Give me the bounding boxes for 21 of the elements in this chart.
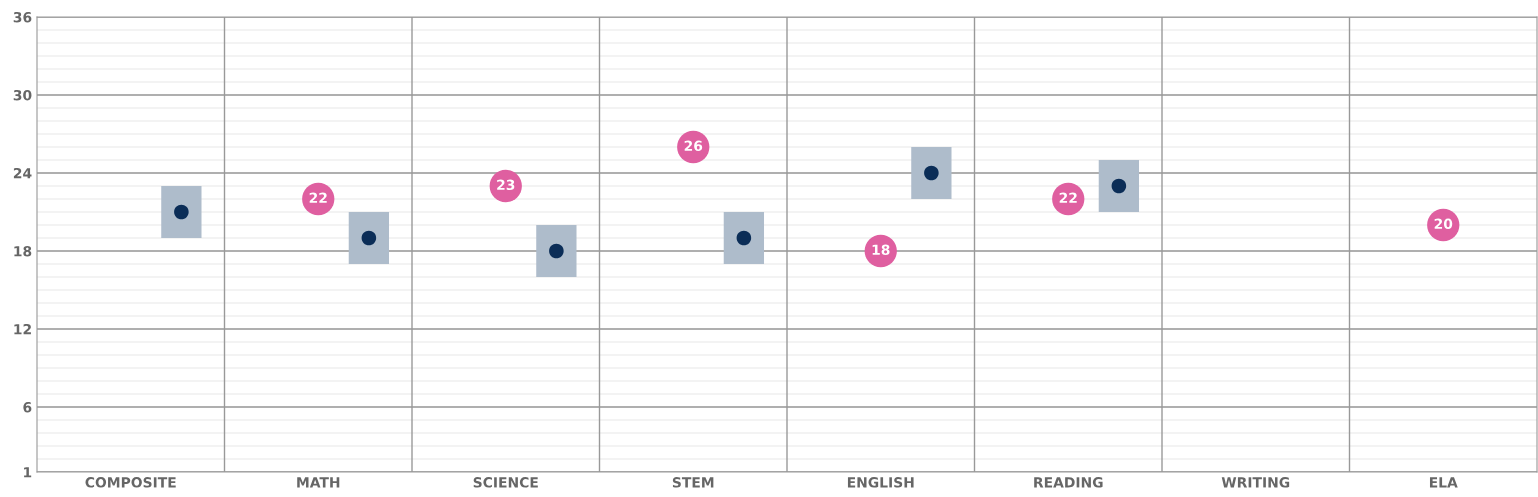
data-label: 22 bbox=[309, 192, 327, 203]
data-label: 22 bbox=[1059, 192, 1077, 203]
data-label: 26 bbox=[684, 140, 703, 152]
y-tick-label: 12 bbox=[14, 323, 31, 335]
x-tick-label: SCIENCE bbox=[473, 477, 538, 488]
data-label: 18 bbox=[872, 244, 890, 256]
x-tick-label: ELA bbox=[1429, 477, 1458, 488]
y-tick-label: 36 bbox=[13, 11, 32, 23]
x-tick-label: STEM bbox=[672, 477, 714, 488]
y-tick-label: 30 bbox=[13, 89, 32, 101]
y-tick-label: 18 bbox=[14, 245, 32, 257]
y-tick-label: 6 bbox=[23, 401, 32, 413]
x-tick-label: WRITING bbox=[1221, 477, 1290, 488]
x-tick-label: COMPOSITE bbox=[85, 477, 176, 488]
data-label: 23 bbox=[497, 179, 515, 191]
y-tick-label: 24 bbox=[13, 167, 32, 179]
data-label: 20 bbox=[1434, 218, 1453, 230]
x-tick-label: MATH bbox=[297, 477, 340, 488]
x-tick-label: READING bbox=[1034, 477, 1103, 488]
x-tick-label: ENGLISH bbox=[847, 477, 914, 488]
y-tick-label: 1 bbox=[24, 467, 32, 478]
